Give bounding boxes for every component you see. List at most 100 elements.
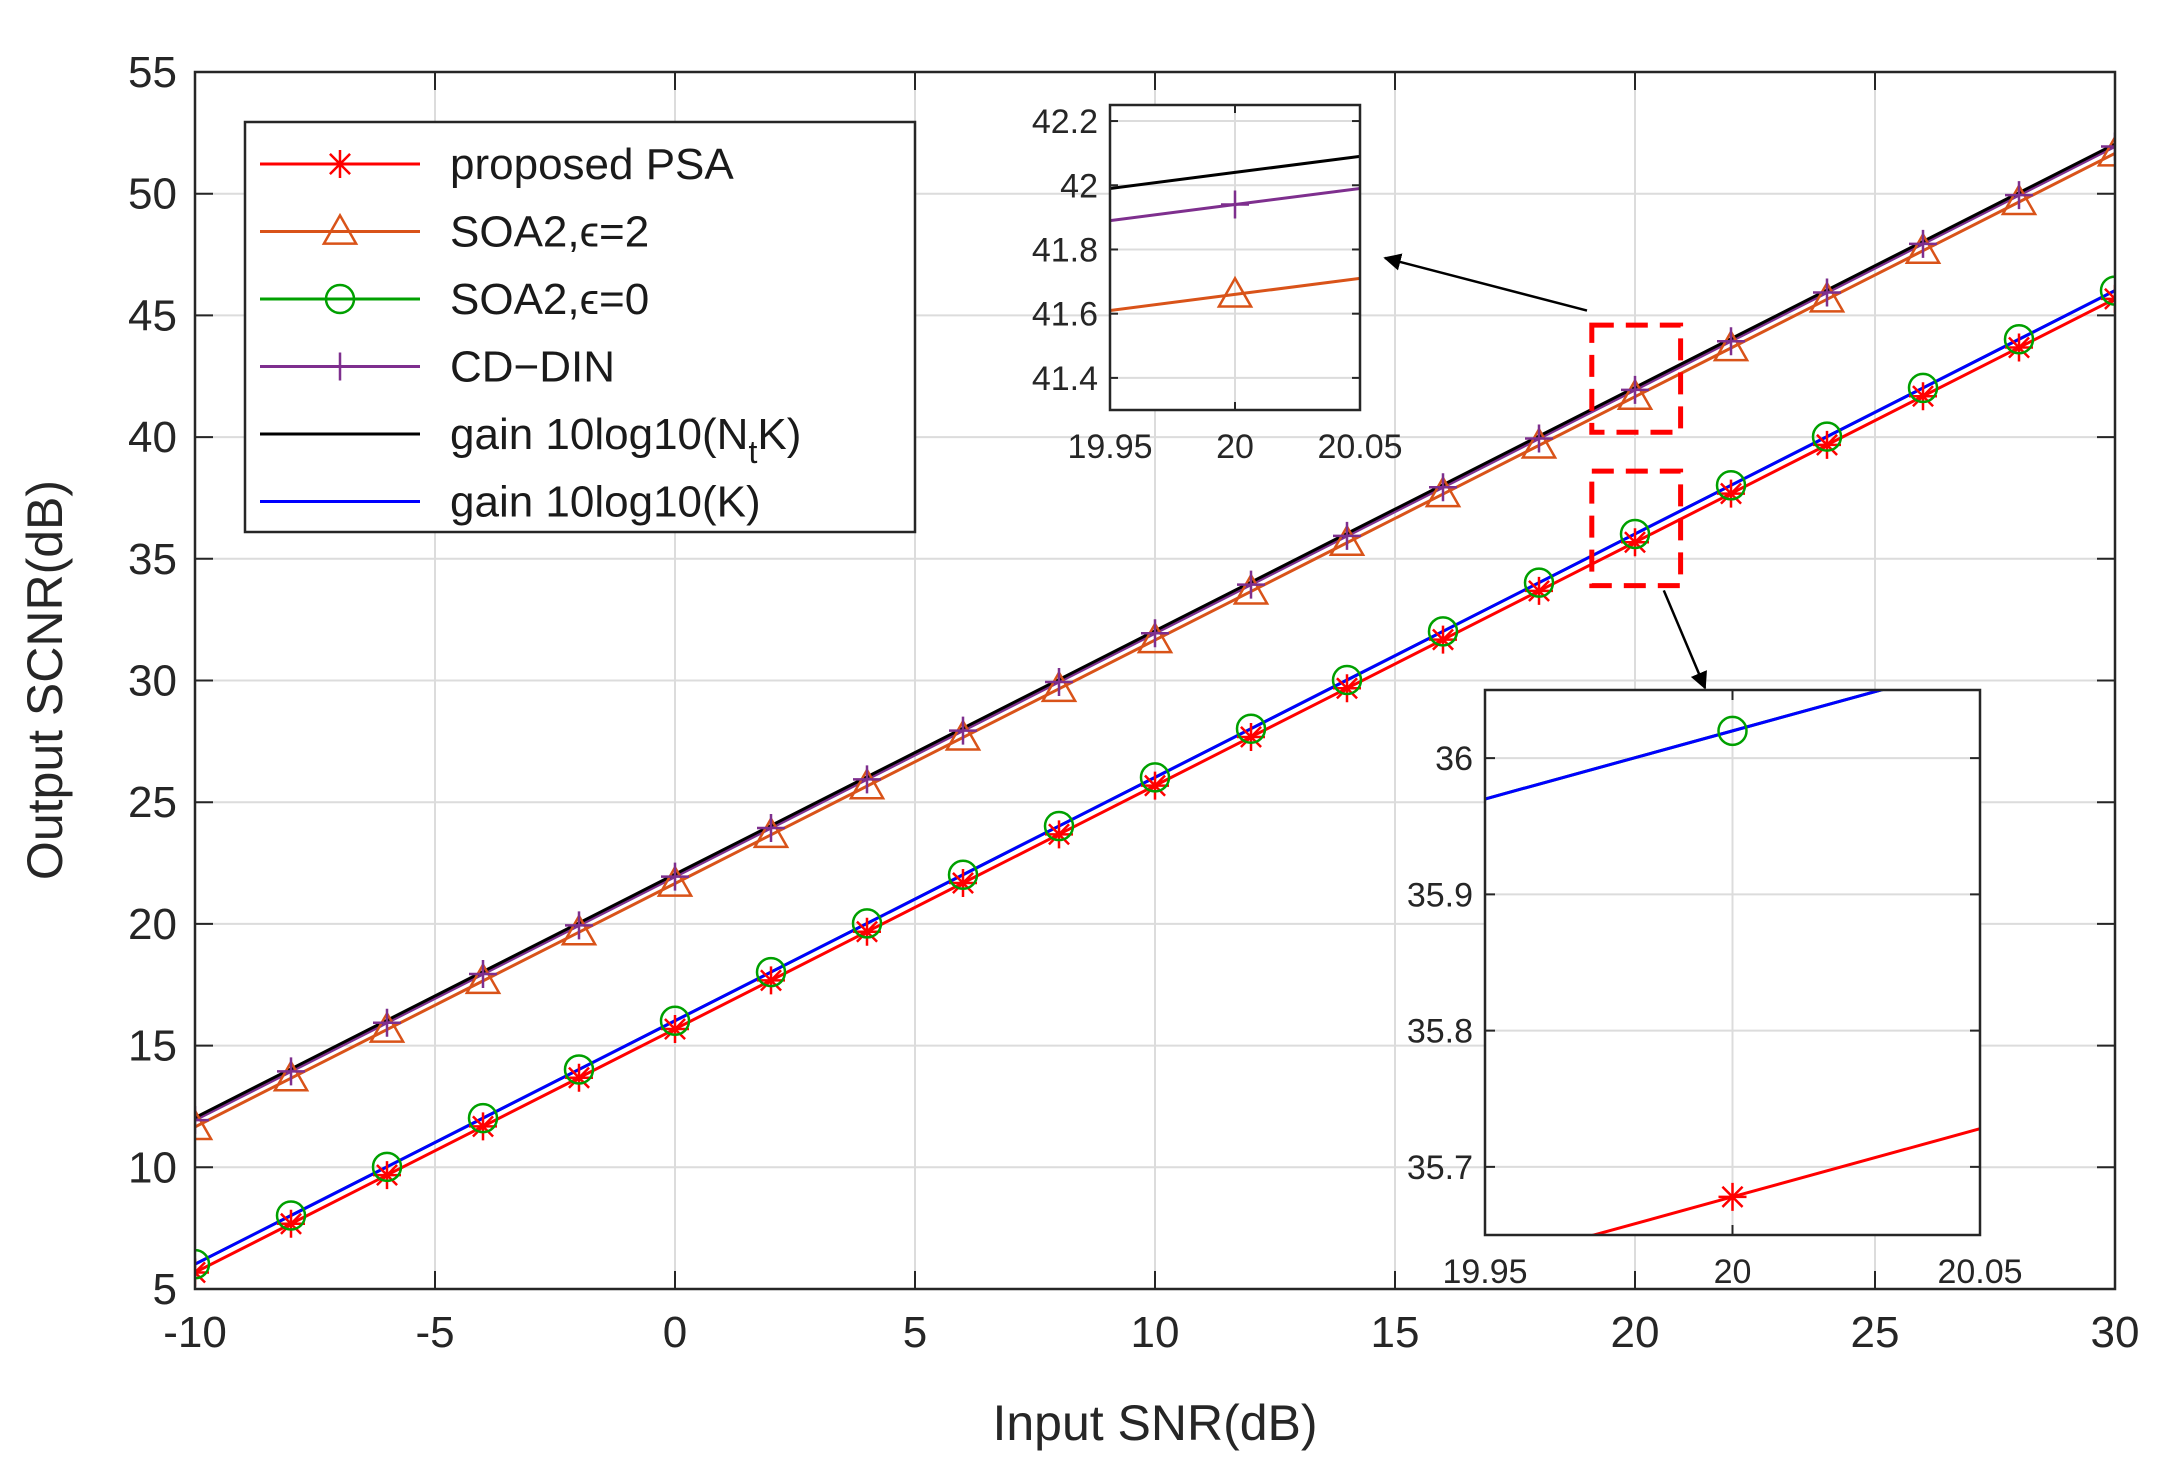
main-point-2-9 (1043, 810, 1075, 842)
main-x-tick-label-4: 10 (1131, 1308, 1180, 1357)
main-point-3-20 (2101, 132, 2115, 161)
legend-entry-3: CD−DIN (260, 343, 615, 392)
main-point-2-20 (2099, 275, 2115, 306)
main-point-0-18 (1909, 382, 1937, 411)
main-point-3-16 (1717, 327, 1745, 356)
main-point-1-9 (1040, 670, 1078, 703)
main-point-1-8 (944, 718, 982, 751)
main-point-1-16 (1712, 329, 1750, 362)
legend-label: SOA2,ϵ=2 (450, 208, 649, 257)
main-point-1-13 (1424, 475, 1462, 508)
main-point-2-6 (755, 956, 787, 988)
main-point-0-7 (853, 917, 881, 946)
main-point-2-3 (467, 1102, 499, 1134)
main-point-0-15 (1621, 528, 1649, 557)
main-y-tick-label-1: 10 (128, 1143, 177, 1192)
inset2-x-tick-label-0: 19.95 (1442, 1253, 1527, 1291)
zoom-arrow-lower (1662, 589, 1707, 690)
inset1-y-tick-label-2: 41.8 (1032, 231, 1098, 269)
main-point-3-10 (1141, 619, 1169, 648)
legend-label: SOA2,ϵ=0 (450, 275, 649, 324)
main-point-1-17 (1808, 280, 1846, 313)
main-point-1-4 (560, 913, 598, 946)
main-y-tick-label-3: 20 (128, 900, 177, 949)
main-point-3-13 (1429, 473, 1457, 502)
main-point-3-17 (1813, 278, 1841, 307)
main-point-3-1 (277, 1057, 305, 1086)
main-point-3-19 (2005, 181, 2033, 210)
main-y-tick-label-8: 45 (128, 291, 177, 340)
main-point-2-12 (1331, 664, 1363, 696)
main-point-2-2 (371, 1151, 403, 1183)
legend: proposed PSA SOA2,ϵ=2 SOA2,ϵ=0 CD−DIN gain 1… (243, 120, 917, 534)
legend-swatch-marker (324, 283, 356, 315)
main-point-2-10 (1139, 762, 1171, 793)
legend-swatch-marker (326, 150, 354, 178)
legend-label: gain 10log10(NtK) (450, 410, 801, 470)
main-point-1-10 (1136, 621, 1174, 654)
main-point-2-15 (1619, 518, 1651, 550)
main-point-1-5 (656, 864, 694, 897)
inset1-x-tick-label-2: 20.05 (1317, 428, 1402, 466)
inset2-point-0-1 (1717, 715, 1748, 747)
main-point-1-1 (272, 1059, 310, 1092)
main-x-tick-label-1: -5 (415, 1308, 454, 1357)
legend-label: CD−DIN (450, 343, 615, 392)
main-point-1-11 (1232, 572, 1270, 605)
main-point-1-19 (2000, 183, 2038, 216)
main-point-1-3 (464, 962, 502, 995)
main-point-0-1 (277, 1209, 305, 1238)
legend-entry-4: gain 10log10(NtK) (260, 410, 801, 470)
main-point-1-7 (848, 767, 886, 800)
main-point-0-5 (661, 1015, 689, 1044)
x-axis-label: Input SNR(dB) (992, 1395, 1317, 1451)
main-point-2-7 (851, 908, 883, 939)
main-point-0-19 (2005, 333, 2033, 362)
zoom-arrow-upper (1383, 253, 1588, 312)
main-point-1-6 (752, 816, 790, 849)
main-point-3-6 (757, 814, 785, 842)
main-point-3-7 (853, 765, 881, 794)
main-y-tick-label-9: 50 (128, 170, 177, 219)
main-point-0-14 (1525, 576, 1553, 605)
inset1-x-tick-label-1: 20 (1216, 428, 1254, 466)
inset1-point-1-1 (1221, 190, 1249, 219)
y-axis-label: Output SCNR(dB) (17, 480, 73, 880)
main-point-1-12 (1328, 524, 1366, 557)
main-point-2-13 (1427, 616, 1459, 647)
inset-plot-upper: 19.95 20 20.05 41.4 41.6 41.8 42 42.2 (1032, 103, 1403, 466)
legend-entry-0: proposed PSA (260, 140, 734, 189)
zoom-box-lower (1589, 468, 1684, 589)
main-x-tick-label-6: 20 (1611, 1308, 1660, 1357)
main-point-3-0 (195, 1106, 209, 1135)
main-point-3-5 (661, 862, 689, 891)
inset1-series-line-0 (1110, 154, 1360, 190)
main-point-2-18 (1907, 372, 1939, 404)
main-point-1-2 (368, 1010, 406, 1043)
zoom-annotations (1383, 253, 1707, 690)
inset-plot-lower: 19.95 20 20.05 35.7 35.8 35.9 36 (1407, 688, 2023, 1291)
legend-swatch-marker (326, 352, 354, 381)
main-point-3-18 (1909, 229, 1937, 258)
main-y-tick-label-0: 5 (153, 1265, 177, 1314)
main-point-2-17 (1811, 421, 1843, 452)
main-x-tick-label-8: 30 (2091, 1308, 2140, 1357)
main-x-tick-label-3: 5 (903, 1308, 927, 1357)
legend-swatch-marker (321, 212, 359, 245)
main-point-2-0 (195, 1248, 211, 1280)
inset1-y-tick-label-1: 41.6 (1032, 296, 1098, 334)
inset2-y-tick-label-3: 36 (1435, 740, 1473, 778)
main-point-3-3 (469, 960, 497, 989)
main-point-1-18 (1904, 232, 1942, 264)
legend-entry-5: gain 10log10(K) (260, 478, 761, 527)
main-x-tick-label-2: 0 (663, 1308, 687, 1357)
main-point-0-3 (469, 1112, 497, 1141)
inset1-y-tick-label-0: 41.4 (1032, 360, 1098, 398)
inset2-series-line-1 (1485, 690, 1887, 801)
main-point-3-4 (565, 911, 593, 940)
main-y-tick-label-7: 40 (128, 413, 177, 462)
inset2-y-tick-label-1: 35.8 (1407, 1013, 1473, 1051)
main-point-0-16 (1717, 479, 1745, 508)
main-point-0-2 (373, 1161, 401, 1190)
